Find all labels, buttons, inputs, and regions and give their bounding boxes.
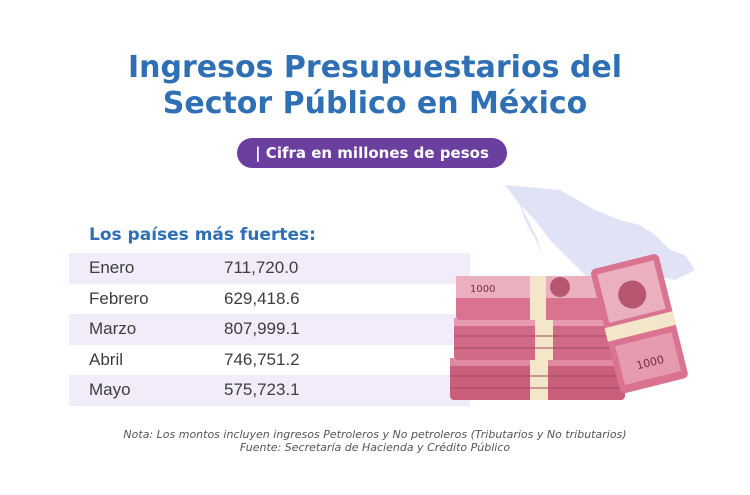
source-text: Fuente: Secretaría de Hacienda y Crédito… — [239, 441, 511, 454]
table-row: Marzo 807,999.1 — [69, 314, 470, 345]
table-heading: Los países más fuertes: — [89, 225, 316, 245]
value-cell: 807,999.1 — [224, 319, 300, 338]
footnote: Nota: Los montos incluyen ingresos Petro… — [0, 428, 750, 454]
title-line-2: Sector Público en México — [162, 86, 588, 121]
table-row: Abril 746,751.2 — [69, 345, 470, 376]
month-cell: Abril — [89, 349, 124, 369]
page-title: Ingresos Presupuestarios del Sector Públ… — [0, 50, 750, 122]
value-cell: 711,720.0 — [224, 258, 299, 277]
month-cell: Mayo — [89, 380, 131, 399]
title-line-1: Ingresos Presupuestarios del — [128, 50, 622, 85]
note-text: Nota: Los montos incluyen ingresos Petro… — [123, 428, 627, 441]
revenue-table: Enero 711,720.0 Febrero 629,418.6 Marzo … — [69, 253, 470, 406]
month-cell: Febrero — [89, 288, 149, 308]
table-row: Mayo 575,723.1 — [69, 375, 470, 406]
unit-badge: | Cifra en millones de pesos — [237, 138, 507, 168]
banknote-bundle: 1000 — [456, 276, 616, 320]
month-cell: Marzo — [89, 319, 137, 338]
value-cell: 629,418.6 — [224, 288, 300, 308]
banknote-bundle — [454, 318, 624, 360]
table-row: Enero 711,720.0 — [69, 253, 470, 284]
svg-text:1000: 1000 — [470, 284, 495, 295]
banknote-bundle — [450, 358, 625, 400]
table-row: Febrero 629,418.6 — [69, 284, 470, 315]
banknote-stack-icon: 1000 1000 — [450, 254, 688, 400]
value-cell: 746,751.2 — [224, 349, 300, 369]
month-cell: Enero — [89, 258, 135, 277]
banknote-bundle: 1000 — [591, 254, 688, 394]
value-cell: 575,723.1 — [224, 380, 300, 399]
